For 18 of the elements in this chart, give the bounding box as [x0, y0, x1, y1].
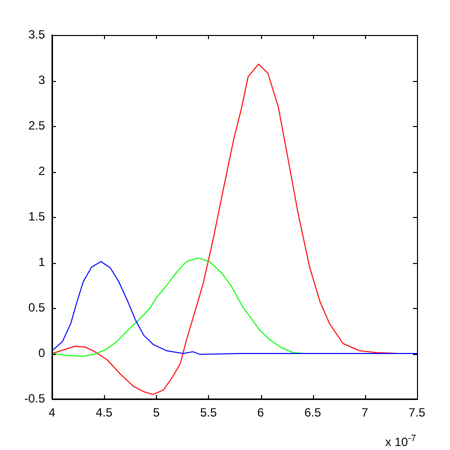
y-tick-label: 1.5: [28, 209, 46, 224]
x-tick-label: 7.5: [408, 406, 426, 420]
x-tick-label: 7: [362, 406, 369, 420]
x-tick-label: 4: [48, 406, 56, 420]
text: x 10$^{-7}$: [385, 432, 416, 449]
y-tick-label: 3: [38, 72, 46, 87]
y-tick-label: 1: [38, 254, 46, 269]
y-tick-label: 0.5: [28, 300, 46, 314]
x-tick-label: 4.5: [96, 406, 113, 420]
y-tick-label: -0.5: [24, 391, 46, 406]
y-tick-label: 2.5: [28, 118, 46, 132]
x-tick-label: 5.5: [200, 406, 218, 420]
y-tick-label: 3.5: [28, 27, 46, 42]
x-tick-label: 5: [152, 406, 160, 420]
y-tick-label: 2: [38, 164, 46, 178]
x-tick-label: 6: [257, 406, 264, 420]
x-tick-label: 6.5: [304, 406, 322, 420]
y-tick-label: 0: [38, 346, 46, 360]
